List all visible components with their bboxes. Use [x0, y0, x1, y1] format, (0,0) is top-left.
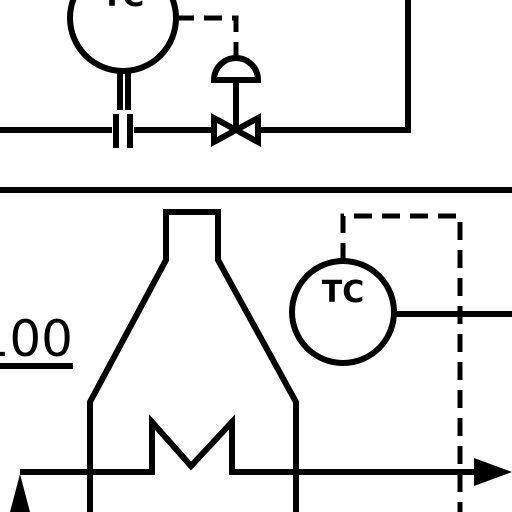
reference-numeral: 100	[0, 310, 73, 369]
outlet-arrow-icon	[474, 458, 512, 486]
upper-process-line-right	[258, 0, 411, 133]
heating-coil-line	[20, 414, 480, 475]
upper-controller-label: TC	[102, 0, 144, 14]
inlet-arrow-icon	[10, 474, 30, 512]
valve-actuator-icon	[210, 55, 262, 83]
upper-control-valve[interactable]	[210, 55, 262, 148]
upper-temperature-controller[interactable]: TC	[67, 0, 179, 74]
lower-section: 100 TC	[0, 209, 512, 512]
reference-label: 100	[0, 310, 73, 368]
lower-temperature-controller[interactable]: TC	[289, 258, 397, 366]
lower-controller-label: TC	[322, 275, 364, 310]
upper-section: TC	[0, 0, 411, 148]
furnace-outline	[87, 209, 299, 512]
upper-sensor-stem	[117, 70, 131, 110]
valve-body-icon	[211, 112, 261, 148]
upper-flange-icon	[113, 114, 133, 148]
upper-control-signal-line	[176, 15, 239, 68]
lower-control-signal-line	[340, 213, 463, 512]
